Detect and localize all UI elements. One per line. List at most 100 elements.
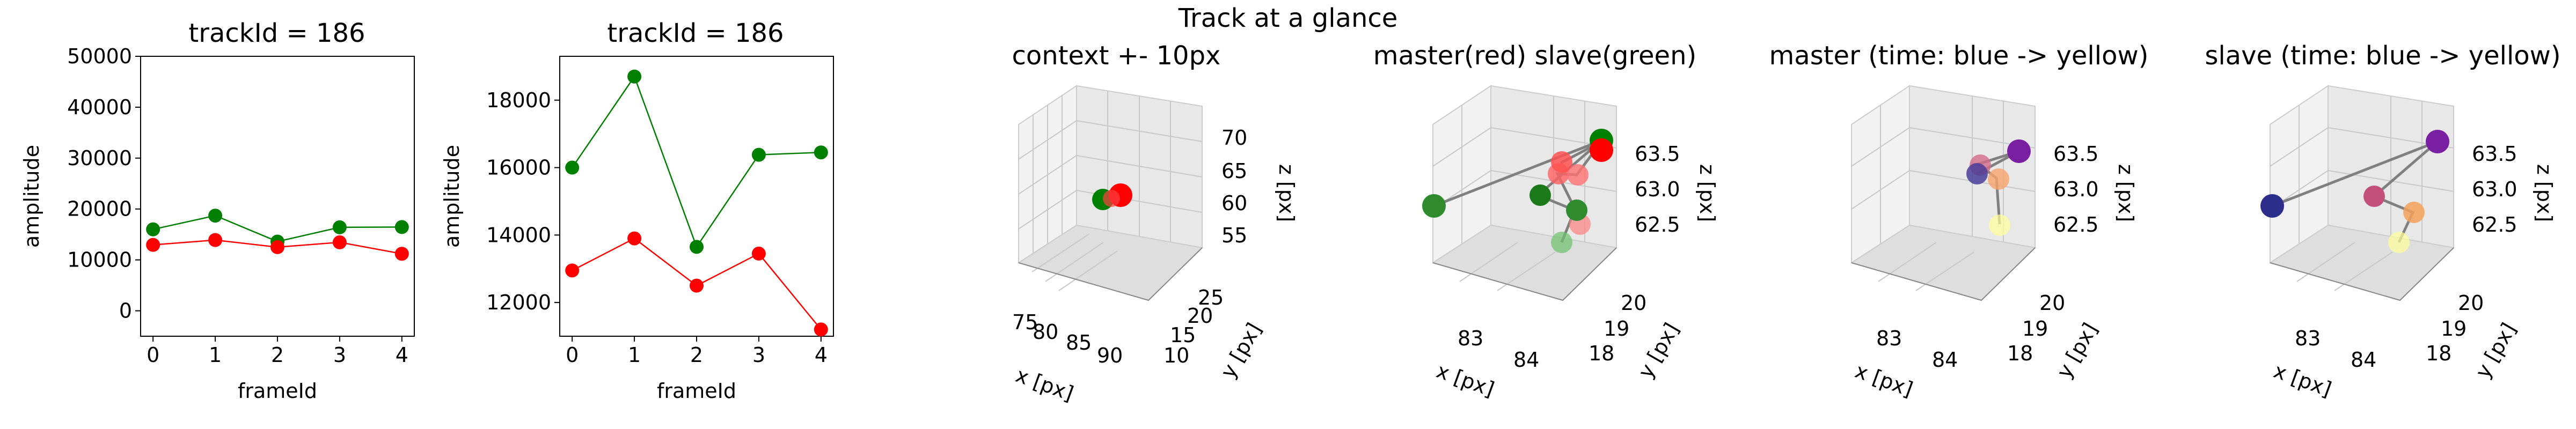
chart-title: master (time: blue -> yellow): [1769, 41, 2149, 71]
y-tick-label: 20000: [67, 197, 132, 221]
series-group: [146, 209, 409, 261]
x-axis-label: frameId: [657, 379, 736, 403]
x-tick-label: 3: [333, 343, 346, 367]
data-point: [1551, 232, 1572, 253]
x-tick-label: 84: [1932, 348, 1958, 372]
data-point: [751, 147, 766, 162]
y-tick-label: 20: [2458, 291, 2484, 315]
z-axis-label: z [px]: [2114, 164, 2138, 222]
x-tick-label: 4: [815, 343, 828, 367]
pane-back: [1431, 85, 1618, 301]
y-tick-label: 10000: [67, 248, 132, 272]
x-tick-label: 84: [1513, 348, 1539, 372]
chart-3d-panel-slave-time: slave (time: blue -> yellow) 83 84 18: [2205, 41, 2560, 401]
data-point: [1989, 214, 2010, 236]
y-tick-label: 16000: [486, 156, 551, 180]
x-tick-label: 0: [566, 343, 579, 367]
chart-3d-panel-context: context +- 10px 75 80 85 90 10: [1012, 41, 1298, 405]
data-point: [1988, 168, 2009, 190]
pane-back: [1017, 85, 1204, 301]
z-tick-label: 63.0: [1635, 177, 1680, 201]
tick-mark-line: [2270, 247, 2454, 301]
z-axis-label: z [px]: [1695, 164, 1719, 222]
y-tick-label: 0: [119, 299, 132, 323]
y-tick-label: 10: [1163, 344, 1189, 367]
data-point: [1422, 194, 1446, 218]
data-point: [1529, 184, 1551, 206]
data-point: [627, 69, 642, 84]
data-point: [208, 233, 223, 247]
z-tick-label: 62.5: [2053, 213, 2099, 236]
z-tick-label: 63.5: [2053, 142, 2099, 166]
chart-title: trackId = 186: [607, 18, 784, 48]
x-tick-label: 83: [2295, 327, 2321, 350]
tick-group: 0 1 2 3 4 0 10000 20000 30000 40000 50000: [67, 45, 408, 367]
y-tick-label: 18: [2426, 342, 2451, 365]
z-tick-label: 55: [1221, 224, 1247, 247]
y-tick-label: 50000: [67, 45, 132, 68]
data-point: [1590, 138, 1613, 162]
data-marks: [2260, 130, 2449, 253]
z-tick-label: 63.0: [2472, 177, 2518, 201]
y-tick-label: 19: [1604, 317, 1629, 341]
x-tick-label: 90: [1097, 344, 1123, 367]
data-point: [2363, 186, 2385, 207]
data-marks: [1092, 183, 1132, 210]
data-marks: [1422, 129, 1613, 253]
data-point: [1551, 151, 1572, 173]
y-tick-label: 20: [2039, 291, 2065, 315]
y-tick-label: 14000: [486, 223, 551, 247]
y-tick-label: 19: [2022, 317, 2048, 341]
chart-title: slave (time: blue -> yellow): [2205, 41, 2560, 71]
data-point: [1566, 199, 1587, 221]
chart-title: trackId = 186: [188, 18, 365, 48]
y-tick-label: 30000: [67, 146, 132, 170]
data-point: [146, 222, 160, 236]
y-tick-label: 19: [2441, 317, 2467, 341]
data-point: [270, 240, 284, 254]
x-tick-label: 1: [209, 343, 222, 367]
data-point: [627, 231, 642, 246]
x-tick-label: 4: [396, 343, 408, 367]
y-axis-label: amplitude: [20, 145, 43, 248]
x-tick-label: 84: [2351, 348, 2376, 372]
y-tick-label: 40000: [67, 95, 132, 119]
y-tick-label: 18: [2007, 342, 2033, 365]
data-point: [565, 263, 580, 278]
data-point: [565, 160, 580, 175]
z-tick-label: 62.5: [2472, 213, 2518, 236]
x-tick-label: 0: [147, 343, 159, 367]
z-axis-label: z [px]: [2533, 164, 2556, 222]
x-tick-label: 3: [752, 343, 765, 367]
chart-3d-panel-master-slave: master(red) slave(green): [1373, 41, 1719, 401]
z-tick-label: 65: [1221, 159, 1247, 183]
data-point: [394, 247, 409, 261]
x-axis-label: x [px]: [1433, 359, 1497, 401]
pane-back: [2268, 85, 2455, 301]
y-tick-label: 15: [1170, 323, 1196, 347]
data-point: [2260, 194, 2284, 218]
data-point: [2403, 202, 2425, 223]
data-point: [1966, 163, 1988, 184]
x-tick-label: 83: [1876, 327, 1902, 350]
chart-panel-1: trackId = 186 0 1 2 3 4 0 10000 20000 30000 40000…: [20, 18, 415, 403]
plot-area: [140, 56, 415, 337]
z-tick-label: 63.0: [2053, 177, 2099, 201]
tick-group: 0 1 2 3 4 12000 14000 16000 18000: [486, 88, 828, 367]
y-tick-label: 18: [1589, 342, 1614, 365]
data-point: [690, 240, 704, 254]
x-axis-label: x [px]: [2271, 359, 2334, 401]
x-tick-label: 1: [628, 343, 641, 367]
z-tick-label: 70: [1221, 126, 1247, 150]
x-tick-label: 80: [1033, 320, 1058, 344]
chart-title: master(red) slave(green): [1373, 41, 1696, 71]
z-tick-label: 63.5: [1635, 142, 1680, 166]
chart-panel-2: trackId = 186 0 1 2 3 412000140001600018000 …: [440, 18, 834, 403]
axis-ticks: 83 84 18 19 20 62.5 63.0 63.5 x [px] y […: [2271, 142, 2556, 401]
data-point: [814, 145, 828, 160]
data-point: [394, 220, 409, 234]
z-axis-label: z [px]: [1275, 164, 1298, 222]
pane-back: [1850, 85, 2037, 301]
data-point: [751, 246, 766, 261]
